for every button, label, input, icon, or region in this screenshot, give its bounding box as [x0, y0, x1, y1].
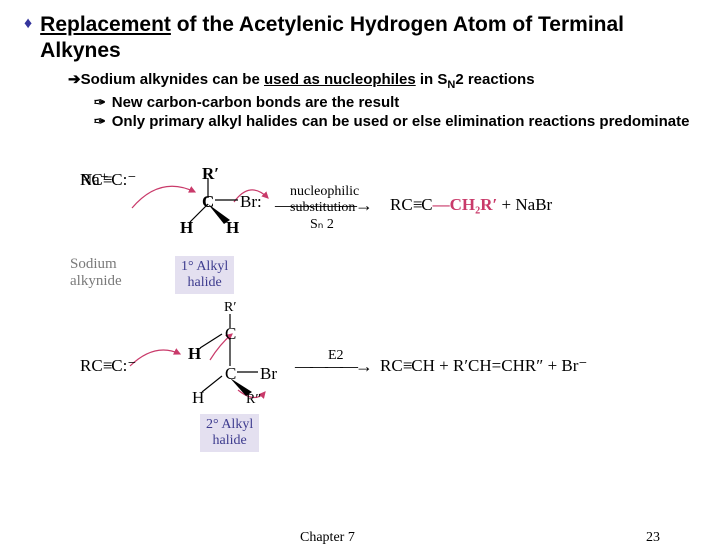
- r1-h2: H: [226, 218, 239, 238]
- triple-bond: ≡: [403, 356, 412, 375]
- txt: CH: [411, 356, 435, 375]
- txt: RC: [380, 356, 403, 375]
- bullet-level2-list: ✑ New carbon-carbon bonds are the result…: [94, 93, 696, 131]
- bullet-level2: ✑ New carbon-carbon bonds are the result: [94, 93, 696, 112]
- bullet2-text: Only primary alkyl halides can be used o…: [112, 112, 690, 131]
- chapter-label: Chapter 7: [300, 530, 355, 546]
- r1-br: Br:: [240, 192, 262, 212]
- r2-products: RC≡CH + R′CH=CHR″ + Br⁻: [380, 356, 587, 376]
- r1-sn2: Sₙ 2: [310, 216, 334, 233]
- r1-prod: RC≡C—CH₂R′ + NaBr: [390, 195, 552, 215]
- r2-arrow: ————→: [295, 356, 370, 377]
- reaction2-arrows: [80, 314, 680, 464]
- arrow-right-icon: ➔: [68, 71, 81, 88]
- sodium-alkynide-label: Sodium alkynide: [70, 256, 122, 290]
- bullet1-underline: used as nucleophiles: [264, 71, 416, 88]
- r1-arrow: —————→: [275, 195, 371, 216]
- sn-num: 2: [455, 71, 463, 88]
- bullet-level2: ✑ Only primary alkyl halides can be used…: [94, 112, 696, 131]
- r2-c-top: C: [225, 324, 236, 344]
- bullet1-text2: in S: [416, 71, 448, 88]
- r2-rprime-top: R′: [224, 300, 236, 316]
- bullet-level1: ➔Sodium alkynides can be used as nucleop…: [68, 70, 696, 91]
- bond: —: [433, 195, 450, 214]
- txt: CH₂R′: [450, 195, 498, 214]
- txt: + NaBr: [497, 195, 552, 214]
- txt: + Br⁻: [543, 356, 587, 375]
- triple-bond: ≡: [413, 195, 422, 214]
- chemistry-diagrams: RC≡C:⁻ Na⁺ R′ C H H Br: nucleophilic sub…: [80, 170, 680, 454]
- txt: C:⁻: [111, 356, 136, 375]
- bullet1-text1: Sodium alkynides can be: [81, 71, 264, 88]
- dbl-bond: =: [492, 356, 502, 375]
- r1-rprime: R′: [202, 164, 219, 184]
- r1-center-c: C: [202, 192, 214, 212]
- r2-c-bot: C: [225, 364, 236, 384]
- secondary-halide-label: 2° Alkyl halide: [200, 414, 259, 452]
- txt: C:⁻: [111, 170, 136, 189]
- pencil-icon: ✑: [94, 93, 106, 112]
- bullet2-text: New carbon-carbon bonds are the result: [112, 93, 400, 112]
- r1-na: Na⁺: [80, 170, 109, 190]
- txt: RC: [390, 195, 413, 214]
- reaction1-arrows: [80, 170, 680, 310]
- r2-br: Br: [260, 364, 277, 384]
- title-underline: Replacement: [40, 13, 171, 36]
- bullet1-text3: reactions: [464, 71, 535, 88]
- title-row: ♦ Replacement of the Acetylenic Hydrogen…: [24, 12, 696, 64]
- diamond-bullet-icon: ♦: [24, 12, 32, 36]
- reaction-1: RC≡C:⁻ Na⁺ R′ C H H Br: nucleophilic sub…: [80, 170, 680, 310]
- page-title: Replacement of the Acetylenic Hydrogen A…: [40, 12, 696, 64]
- pencil-icon: ✑: [94, 112, 106, 131]
- triple-bond: ≡: [103, 356, 112, 375]
- txt: + R′CH: [435, 356, 492, 375]
- txt: C: [421, 195, 432, 214]
- txt: CHR″: [501, 356, 543, 375]
- txt: RC: [80, 356, 103, 375]
- r2-left: RC≡C:⁻: [80, 356, 136, 376]
- r2-h-bot: H: [192, 388, 204, 408]
- r2-h-top: H: [188, 344, 201, 364]
- r1-h1: H: [180, 218, 193, 238]
- page-number: 23: [646, 530, 660, 546]
- primary-halide-label: 1° Alkyl halide: [175, 256, 234, 294]
- r2-rdprime: R″: [246, 392, 261, 408]
- reaction-2: RC≡C:⁻ R′ H C C H R″ Br E2 ————→ RC≡CH +…: [80, 314, 680, 454]
